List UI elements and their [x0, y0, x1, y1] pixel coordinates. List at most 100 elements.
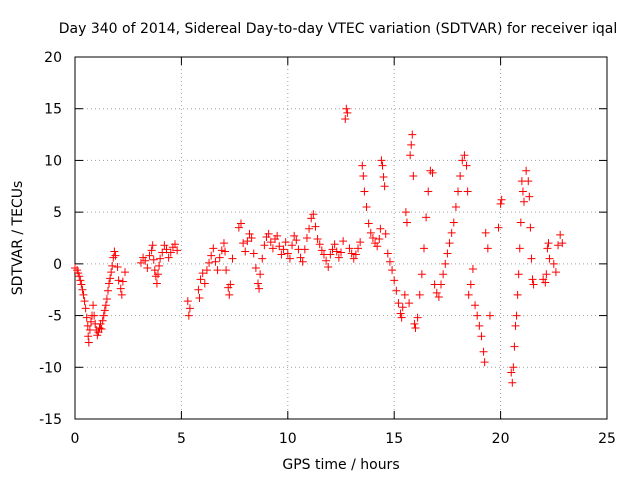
data-point [113, 262, 122, 271]
data-point [285, 254, 294, 263]
data-point [264, 229, 273, 238]
data-point [219, 239, 228, 248]
data-point [255, 284, 264, 293]
data-point [520, 197, 529, 206]
data-point [454, 187, 463, 196]
axis-ticks: 0 5 10 15 20 25 -15 -10 -5 0 5 10 15 20 [39, 50, 616, 447]
plot-frame [74, 56, 608, 420]
x-axis-label: GPS time / hours [282, 457, 399, 473]
y-tick-label: 0 [53, 257, 62, 273]
data-point [515, 244, 524, 253]
data-point [288, 241, 297, 250]
data-point [394, 299, 403, 308]
data-point [351, 250, 360, 259]
data-point [296, 253, 305, 262]
data-point [529, 280, 538, 289]
data-point [390, 276, 399, 285]
data-point [86, 317, 95, 326]
data-point [162, 245, 171, 254]
data-point [300, 245, 309, 254]
data-point [508, 378, 517, 387]
data-point [496, 199, 505, 208]
data-point [376, 224, 385, 233]
data-point [80, 297, 89, 306]
data-point [419, 244, 428, 253]
data-point [462, 161, 471, 170]
data-point [268, 244, 277, 253]
data-point [413, 313, 422, 322]
data-point [101, 301, 110, 310]
data-point [313, 235, 322, 244]
data-point [518, 187, 527, 196]
data-point [356, 238, 365, 247]
data-point [277, 250, 286, 259]
data-point [541, 278, 550, 287]
data-point [424, 187, 433, 196]
data-point [290, 231, 299, 240]
data-point [221, 247, 230, 256]
data-point [410, 319, 419, 328]
data-point [116, 284, 125, 293]
data-point [83, 321, 92, 330]
data-point [514, 270, 523, 279]
data-point [164, 253, 173, 262]
data-point [354, 244, 363, 253]
data-point [222, 266, 231, 275]
data-point [136, 258, 145, 267]
data-point [117, 290, 126, 299]
data-point [405, 299, 414, 308]
data-point [151, 272, 160, 281]
data-point [513, 290, 522, 299]
data-point [358, 161, 367, 170]
data-series [71, 104, 567, 387]
data-point [173, 246, 182, 255]
data-point [373, 242, 382, 251]
data-point [411, 323, 420, 332]
data-point [460, 151, 469, 160]
data-point [106, 274, 115, 283]
data-point [398, 303, 407, 312]
data-point [317, 246, 326, 255]
data-point [364, 219, 373, 228]
data-point [171, 240, 180, 249]
data-point [377, 156, 386, 165]
data-point [554, 241, 563, 250]
data-point [328, 245, 337, 254]
data-point [281, 238, 290, 247]
data-point [451, 202, 460, 211]
data-point [441, 259, 450, 268]
data-point [102, 295, 111, 304]
chart-title: Day 340 of 2014, Sidereal Day-to-day VTE… [59, 21, 617, 37]
data-point [458, 156, 467, 165]
data-point [185, 304, 194, 313]
y-tick-label: 5 [53, 205, 62, 221]
data-point [466, 280, 475, 289]
data-point [375, 235, 384, 244]
data-point [432, 288, 441, 297]
data-point [82, 313, 91, 322]
x-tick-label: 5 [177, 431, 186, 447]
data-point [79, 290, 88, 299]
data-point [143, 263, 152, 272]
data-point [99, 311, 108, 320]
data-point [148, 241, 157, 250]
data-point [71, 263, 79, 272]
data-point [347, 249, 356, 258]
data-point [275, 242, 284, 251]
data-point [477, 332, 486, 341]
data-point [359, 171, 368, 180]
data-point [110, 247, 119, 256]
x-tick-label: 10 [279, 431, 297, 447]
data-point [485, 311, 494, 320]
data-point [449, 218, 458, 227]
data-point [332, 247, 341, 256]
x-tick-label: 15 [385, 431, 403, 447]
data-point [95, 323, 104, 332]
data-point [396, 309, 405, 318]
data-point [337, 248, 345, 257]
data-point [447, 228, 456, 237]
data-point [153, 270, 162, 279]
data-point [98, 316, 107, 325]
data-point [343, 108, 352, 117]
data-point [360, 187, 369, 196]
